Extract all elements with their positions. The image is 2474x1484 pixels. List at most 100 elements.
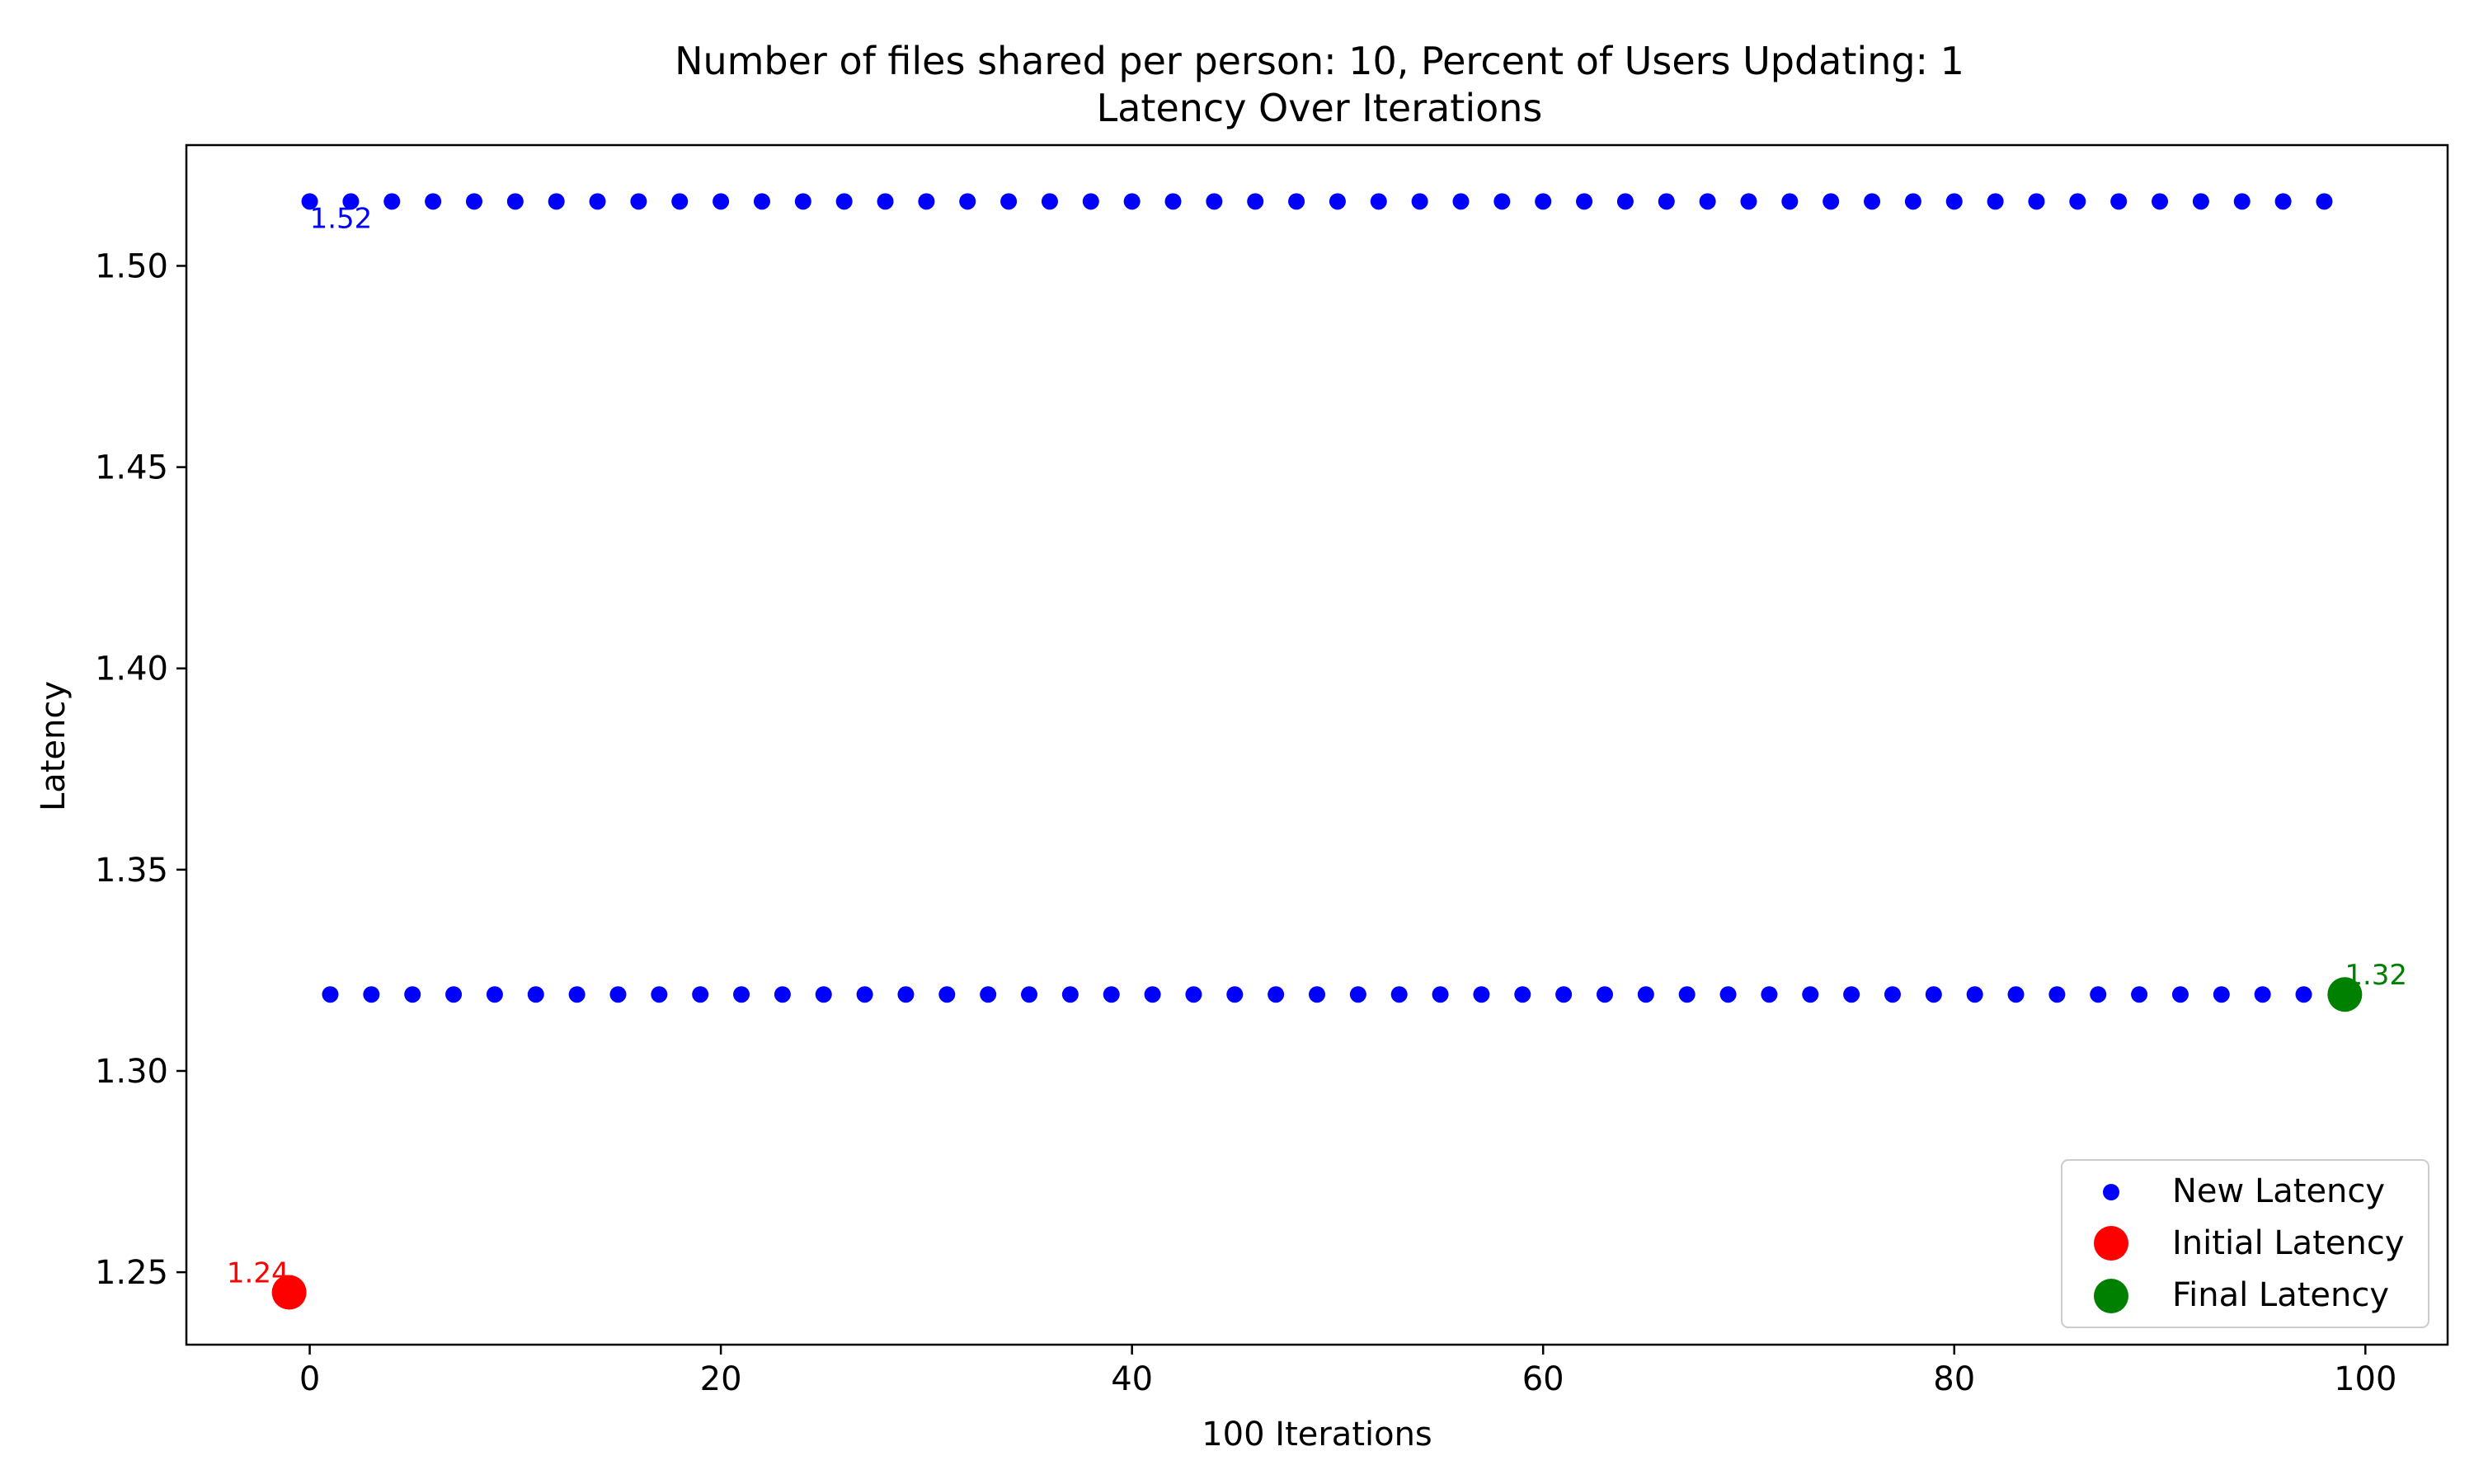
new-latency-point [2028, 193, 2045, 210]
new-latency-point [568, 986, 586, 1003]
new-latency-point [1945, 193, 1963, 210]
new-latency-point [506, 193, 524, 210]
new-latency-point [383, 193, 401, 210]
new-latency-point [1864, 193, 1881, 210]
new-latency-point [856, 986, 873, 1003]
data-label: 1.52 [310, 202, 373, 235]
new-latency-point [1411, 193, 1428, 210]
new-latency-point [815, 986, 832, 1003]
new-latency-point [1123, 193, 1141, 210]
new-latency-point [1185, 986, 1202, 1003]
new-latency-point [342, 193, 360, 210]
x-tick-label: 60 [1522, 1360, 1564, 1398]
new-latency-point [2171, 986, 2189, 1003]
new-latency-point [404, 986, 421, 1003]
new-latency-point [713, 193, 730, 210]
new-latency-point [548, 193, 565, 210]
new-latency-point [980, 986, 997, 1003]
x-axis-label: 100 Iterations [1202, 1416, 1432, 1453]
new-latency-point [692, 986, 709, 1003]
new-latency-point [2152, 193, 2169, 210]
data-label: 1.24 [227, 1257, 289, 1290]
x-tick-label: 40 [1111, 1360, 1153, 1398]
new-latency-point [1309, 986, 1325, 1003]
x-tick-label: 0 [299, 1360, 320, 1398]
new-latency-point [1658, 193, 1675, 210]
chart-title: Number of files shared per person: 10, P… [675, 39, 1964, 83]
new-latency-point [1206, 193, 1223, 210]
legend-marker-initial-latency [2094, 1226, 2128, 1261]
new-latency-point [425, 193, 442, 210]
new-latency-point [938, 986, 956, 1003]
new-latency-point [2254, 986, 2271, 1003]
new-latency-point [1144, 986, 1161, 1003]
new-latency-point [651, 986, 668, 1003]
new-latency-point [671, 193, 689, 210]
y-tick-label: 1.50 [95, 247, 168, 285]
new-latency-point [486, 986, 503, 1003]
new-latency-point [1678, 986, 1696, 1003]
new-latency-point [1432, 986, 1449, 1003]
plot-area: 1.52 1.24 1.32 [227, 193, 2407, 1310]
new-latency-point [1473, 986, 1490, 1003]
new-latency-point [2131, 986, 2148, 1003]
x-axis: 0 20 40 60 80 100 [299, 1345, 2396, 1398]
new-latency-point [2192, 193, 2209, 210]
new-latency-point [1514, 986, 1531, 1003]
legend-label-new-latency: New Latency [2172, 1172, 2385, 1210]
legend-marker-final-latency [2094, 1279, 2128, 1313]
y-axis: 1.25 1.30 1.35 1.40 1.45 1.50 [95, 247, 186, 1292]
new-latency-point [1021, 986, 1038, 1003]
new-latency-point [1966, 986, 1983, 1003]
new-latency-point [1247, 193, 1264, 210]
new-latency-point [1288, 193, 1305, 210]
legend-label-initial-latency: Initial Latency [2172, 1224, 2405, 1262]
new-latency-point [2213, 986, 2230, 1003]
new-latency-point [301, 193, 318, 210]
chart-subtitle: Latency Over Iterations [1097, 86, 1543, 130]
new-latency-point [877, 193, 894, 210]
new-latency-point [1226, 986, 1244, 1003]
x-tick-label: 100 [2334, 1360, 2396, 1398]
initial-latency-point [271, 1275, 307, 1310]
new-latency-point [322, 986, 339, 1003]
new-latency-point [1781, 193, 1799, 210]
final-latency-point [2327, 977, 2363, 1012]
new-latency-point [527, 986, 544, 1003]
new-latency-point [1390, 986, 1408, 1003]
new-latency-point [1349, 986, 1366, 1003]
new-latency-point [465, 193, 482, 210]
new-latency-point [1452, 193, 1470, 210]
new-latency-point [589, 193, 606, 210]
new-latency-point [630, 193, 647, 210]
new-latency-point [2110, 193, 2128, 210]
new-latency-point [794, 193, 811, 210]
legend-label-final-latency: Final Latency [2172, 1276, 2389, 1314]
y-tick-label: 1.40 [95, 650, 168, 688]
new-latency-point [1802, 986, 1819, 1003]
new-latency-point [1103, 986, 1120, 1003]
new-latency-point [2007, 986, 2025, 1003]
y-tick-label: 1.25 [95, 1254, 168, 1292]
new-latency-point [1041, 193, 1058, 210]
legend-marker-new-latency [2103, 1184, 2119, 1200]
new-latency-point [363, 986, 380, 1003]
new-latency-point [2316, 193, 2333, 210]
new-latency-point [1637, 986, 1654, 1003]
new-latency-point [774, 986, 791, 1003]
new-latency-point [2090, 986, 2107, 1003]
y-tick-label: 1.35 [95, 852, 168, 890]
new-latency-point [1576, 193, 1593, 210]
y-tick-label: 1.30 [95, 1053, 168, 1091]
new-latency-point [2295, 986, 2312, 1003]
new-latency-point [1596, 986, 1613, 1003]
new-latency-point [1268, 986, 1285, 1003]
y-axis-label: Latency [35, 681, 73, 811]
new-latency-point [835, 193, 853, 210]
new-latency-point [897, 986, 915, 1003]
legend: New Latency Initial Latency Final Latenc… [2061, 1159, 2429, 1328]
new-latency-point [753, 193, 770, 210]
new-latency-point [609, 986, 627, 1003]
new-latency-point [1719, 986, 1737, 1003]
